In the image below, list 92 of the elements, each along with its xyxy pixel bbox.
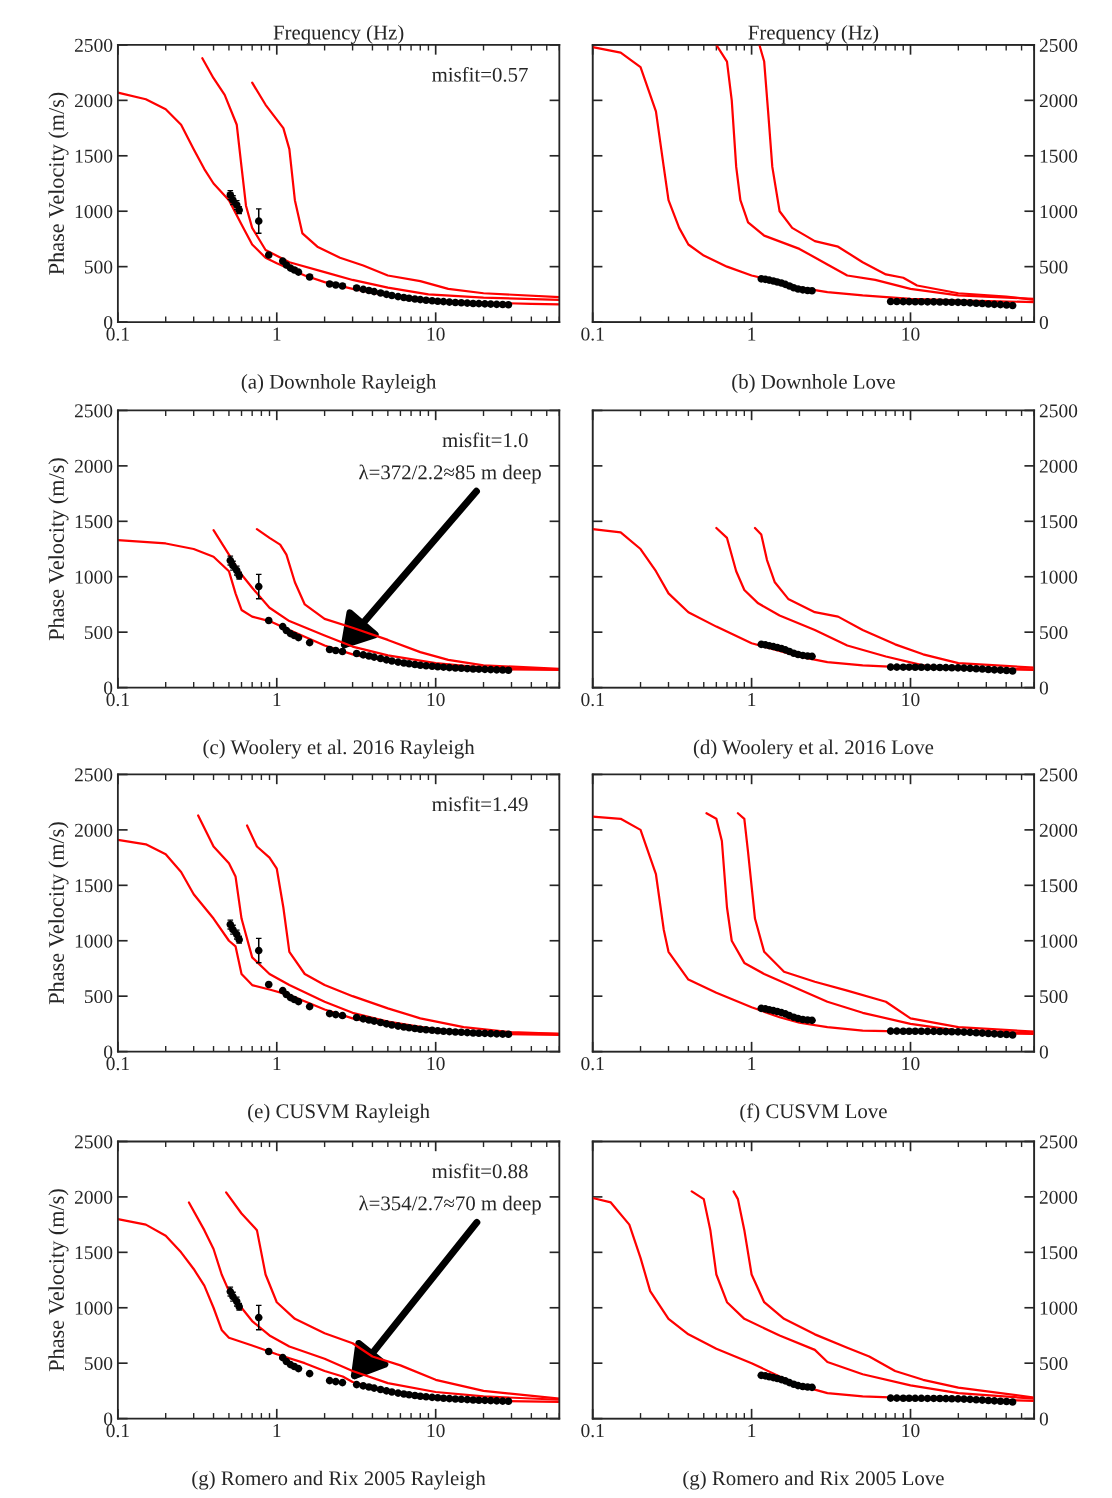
x-tick-label: 10: [902, 1057, 920, 1071]
y-tick-label: 2500: [74, 1135, 113, 1149]
y2-tick-label: 0: [1039, 681, 1048, 695]
y-tick-label: 1500: [75, 515, 113, 529]
annotation: misfit=0.57: [432, 66, 528, 82]
x-tick-label: 0.1: [106, 693, 129, 707]
y-tick-label: 500: [84, 1357, 113, 1371]
text: (d) Woolery et al. 2016 Love: [693, 739, 934, 759]
y-tick-label: 0: [104, 315, 113, 330]
y2-tick-label: 500: [1040, 1357, 1068, 1371]
y-axis-title: Phase Velocity (m/s): [48, 92, 69, 275]
y-tick-label: 1000: [75, 205, 113, 219]
y-tick-label: 1500: [75, 149, 113, 163]
y2-tick-label: 2000: [1039, 459, 1078, 473]
text: (e) CUSVM Rayleigh: [248, 1103, 430, 1123]
y2-tick-label: 2500: [1039, 768, 1078, 782]
y2-tick-label: 2000: [1039, 1190, 1078, 1204]
y2-tick-label: 500: [1040, 625, 1068, 640]
y2-tick-label: 1000: [1040, 570, 1078, 584]
y-axis-title: Phase Velocity (m/s): [48, 822, 69, 1005]
text: (a) Downhole Rayleigh: [241, 374, 437, 394]
annotation: misfit=0.88: [432, 1163, 528, 1179]
x-axis-title: Frequency (Hz): [748, 24, 879, 44]
x-tick-label: 1: [273, 1424, 281, 1437]
y-tick-label: 500: [84, 260, 113, 274]
x-tick-label: 10: [427, 1057, 445, 1071]
x-tick-label: 1: [748, 1057, 756, 1070]
y-tick-label: 1000: [75, 1301, 113, 1315]
y2-tick-label: 1500: [1040, 515, 1078, 529]
x-tick-label: 0.1: [106, 327, 129, 341]
x-tick-label: 10: [902, 693, 920, 707]
x-tick-label: 10: [902, 1424, 920, 1438]
x-tick-label: 0.1: [581, 693, 604, 707]
x-tick-label: 0.1: [581, 327, 604, 341]
y2-tick-label: 1000: [1040, 205, 1078, 219]
y-axis-title: Phase Velocity (m/s): [48, 458, 69, 641]
y-tick-label: 2500: [74, 38, 113, 52]
y2-tick-label: 1500: [1040, 879, 1078, 893]
y-tick-label: 0: [104, 1045, 113, 1059]
text: (g) Romero and Rix 2005 Love: [683, 1470, 944, 1490]
x-tick-label: 1: [748, 693, 756, 706]
y2-tick-label: 0: [1039, 1045, 1048, 1059]
y-tick-label: 1500: [75, 879, 113, 893]
y-tick-label: 2000: [74, 459, 113, 473]
y2-tick-label: 1500: [1040, 1246, 1078, 1260]
y2-tick-label: 1000: [1040, 1301, 1078, 1315]
annotation: λ=354/2.7≈70 m deep: [359, 1195, 541, 1215]
x-tick-label: 1: [273, 1057, 281, 1070]
y-tick-label: 2500: [74, 768, 113, 782]
y2-tick-label: 2500: [1039, 1135, 1078, 1149]
annotation: misfit=1.49: [432, 796, 528, 812]
y-tick-label: 1500: [75, 1246, 113, 1260]
y2-tick-label: 1000: [1040, 934, 1078, 948]
x-tick-label: 0.1: [581, 1057, 604, 1071]
text: (c) Woolery et al. 2016 Rayleigh: [203, 739, 475, 759]
y-tick-label: 0: [104, 1412, 113, 1426]
x-tick-label: 0.1: [106, 1057, 129, 1071]
x-tick-label: 10: [427, 693, 445, 707]
y2-tick-label: 2500: [1039, 38, 1078, 52]
y-tick-label: 0: [104, 681, 113, 695]
y-tick-label: 500: [84, 625, 113, 640]
y-axis-title: Phase Velocity (m/s): [48, 1189, 69, 1372]
y-tick-label: 1000: [75, 934, 113, 948]
y2-tick-label: 2000: [1039, 823, 1078, 837]
x-tick-label: 1: [273, 693, 281, 706]
x-tick-label: 10: [902, 327, 920, 341]
text: (b) Downhole Love: [732, 374, 895, 393]
y2-tick-label: 2000: [1039, 94, 1078, 108]
y-tick-label: 500: [84, 989, 113, 1004]
annotation: misfit=1.0: [442, 432, 528, 448]
x-tick-label: 10: [427, 327, 445, 341]
y2-tick-label: 0: [1039, 1412, 1048, 1426]
y-tick-label: 2000: [74, 94, 113, 108]
text: (f) CUSVM Love: [740, 1103, 887, 1123]
y-tick-label: 2000: [74, 823, 113, 837]
y2-tick-label: 0: [1039, 315, 1048, 330]
y2-tick-label: 2500: [1039, 404, 1078, 418]
y-tick-label: 2500: [74, 404, 113, 418]
x-tick-label: 1: [273, 327, 281, 341]
x-tick-label: 1: [748, 327, 756, 341]
x-axis-title: Frequency (Hz): [273, 24, 404, 44]
annotation: λ=372/2.2≈85 m deep: [359, 464, 541, 484]
y2-tick-label: 500: [1040, 989, 1068, 1004]
y2-tick-label: 500: [1040, 260, 1068, 274]
x-tick-label: 10: [427, 1424, 445, 1438]
x-tick-label: 0.1: [106, 1424, 129, 1438]
y-tick-label: 2000: [74, 1190, 113, 1204]
y2-tick-label: 1500: [1040, 149, 1078, 163]
text: (g) Romero and Rix 2005 Rayleigh: [192, 1470, 486, 1490]
x-tick-label: 1: [748, 1424, 756, 1437]
x-tick-label: 0.1: [581, 1424, 604, 1438]
y-tick-label: 1000: [75, 570, 113, 584]
